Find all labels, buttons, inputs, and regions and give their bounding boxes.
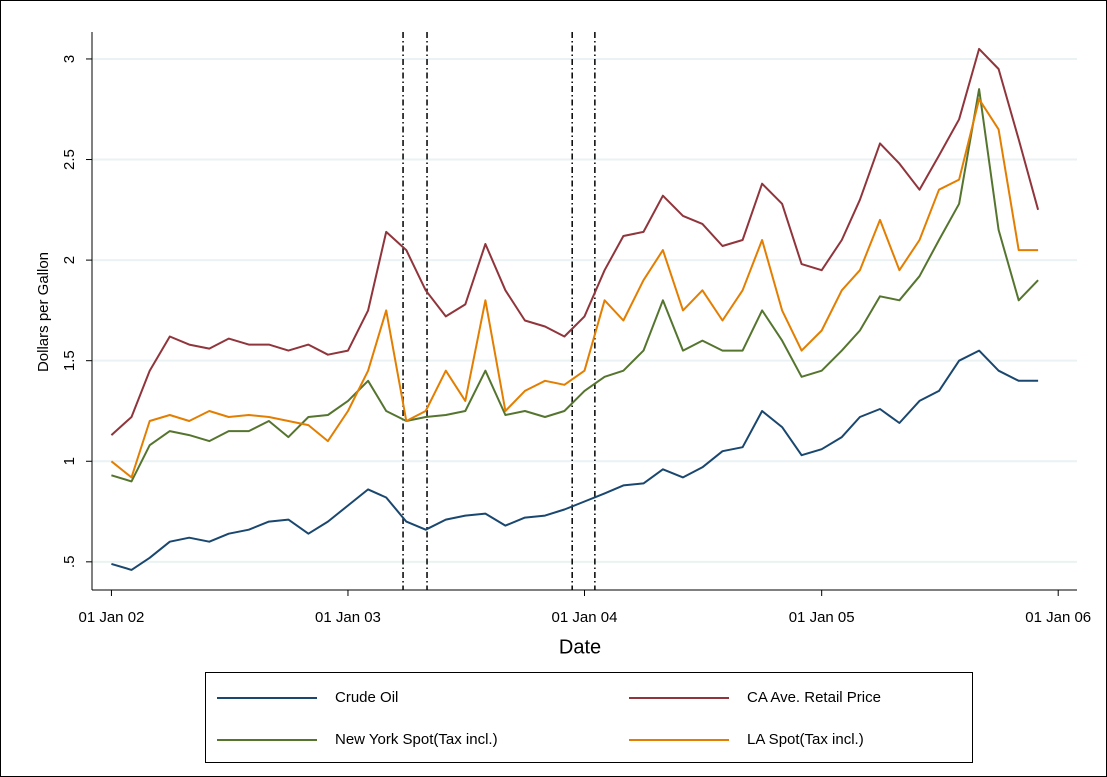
x-tick-label: 01 Jan 04 — [552, 609, 618, 626]
legend-box — [205, 672, 973, 763]
series-line — [111, 349, 1039, 571]
x-tick-label: 01 Jan 05 — [789, 609, 855, 626]
y-tick-label: 3 — [61, 55, 78, 63]
y-axis-title: Dollars per Gallon — [35, 252, 52, 372]
y-tick-label: .5 — [61, 556, 78, 569]
series-line — [110, 47, 1040, 436]
x-tick-label: 01 Jan 02 — [78, 609, 144, 626]
x-tick-label: 01 Jan 06 — [1025, 609, 1091, 626]
legend-label: Crude Oil — [335, 689, 398, 706]
legend-label: New York Spot(Tax incl.) — [335, 731, 498, 748]
x-tick-label: 01 Jan 03 — [315, 609, 381, 626]
y-tick-label: 1 — [61, 457, 78, 465]
legend-label: CA Ave. Retail Price — [747, 689, 881, 706]
x-axis-title: Date — [559, 636, 601, 658]
y-tick-label: 2.5 — [61, 149, 78, 170]
y-tick-label: 1.5 — [61, 350, 78, 371]
legend-label: LA Spot(Tax incl.) — [747, 731, 864, 748]
y-tick-label: 2 — [61, 256, 78, 264]
series-line — [110, 98, 1039, 479]
series-line — [111, 88, 1039, 483]
